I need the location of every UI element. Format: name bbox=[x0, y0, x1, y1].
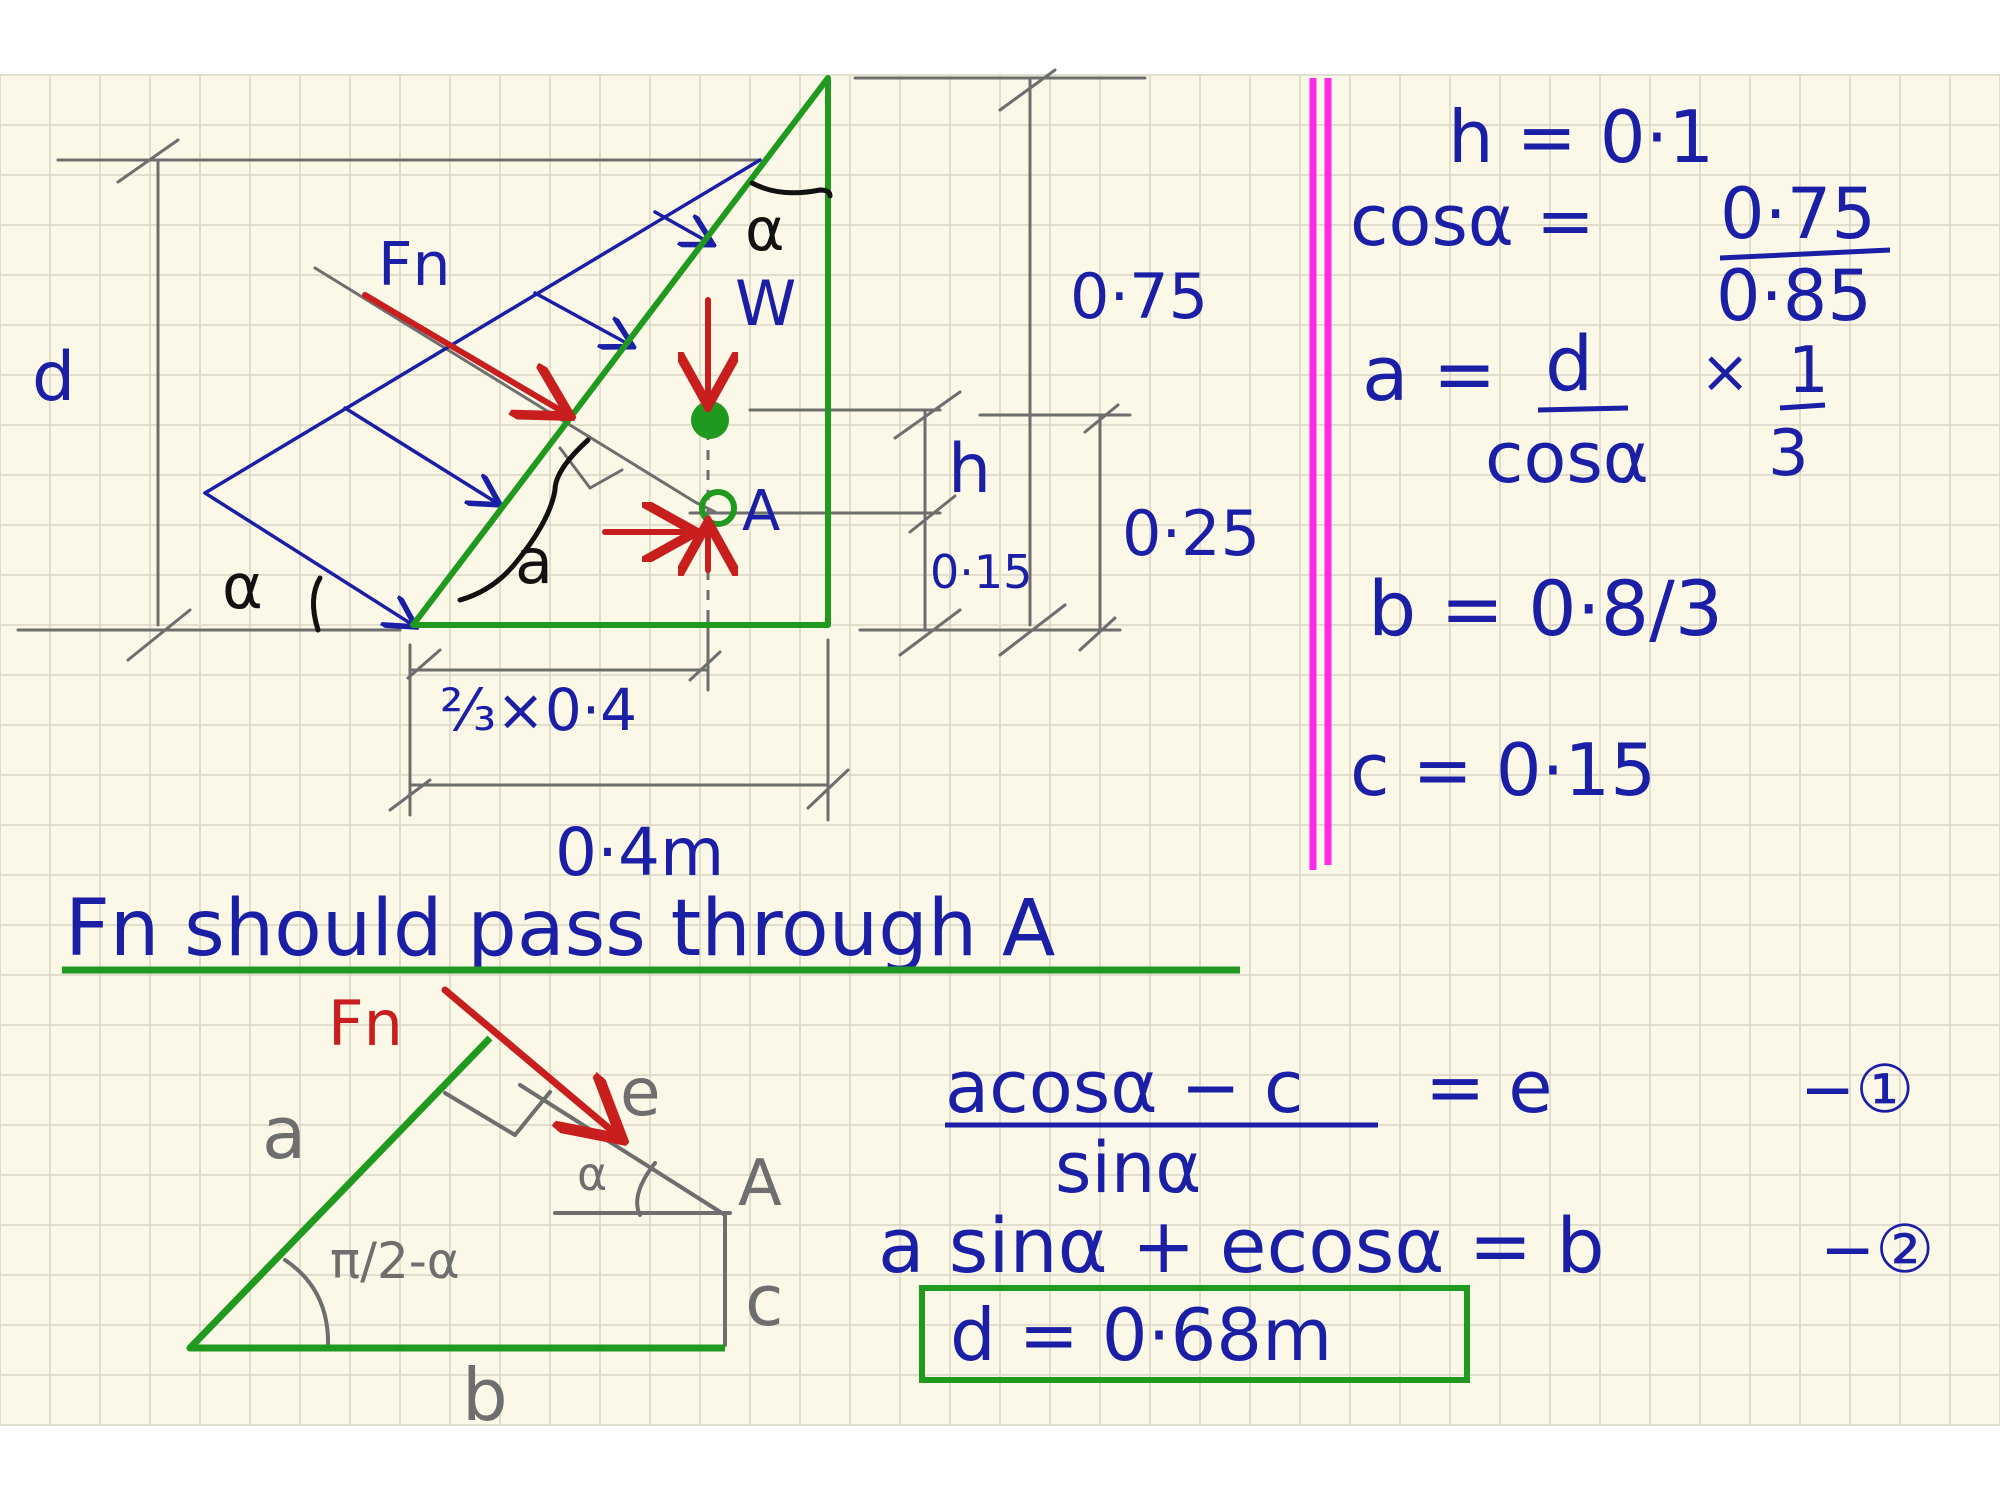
given-b: b = 0·8/3 bbox=[1368, 564, 1723, 653]
bottom-fn-label: Fn bbox=[328, 987, 403, 1060]
grid-lines bbox=[0, 74, 2000, 1426]
bottom-e-label: e bbox=[620, 1054, 661, 1131]
eq1-numerator: acosα − c bbox=[945, 1045, 1303, 1129]
pressure-distribution bbox=[203, 158, 762, 625]
given-a-third-num: 1 bbox=[1788, 334, 1829, 408]
top-alpha-label: α bbox=[745, 195, 785, 265]
bottom-b-label: b bbox=[462, 1353, 508, 1437]
dim-04m: 0·4m bbox=[555, 814, 724, 891]
bottom-alpha-label: α bbox=[577, 1147, 607, 1201]
angle-marks bbox=[311, 180, 833, 633]
answer-text: d = 0·68m bbox=[950, 1293, 1332, 1377]
given-a-times: × bbox=[1700, 337, 1750, 407]
bottom-alpha-label: α bbox=[222, 550, 263, 623]
w-label: W bbox=[735, 267, 796, 340]
eq2-tag: −② bbox=[1820, 1211, 1934, 1288]
a-fraction-bar bbox=[1537, 405, 1629, 413]
top-point-a-label: A bbox=[742, 479, 780, 544]
cos-fraction-bar bbox=[1719, 247, 1891, 261]
given-cos-num: 0·75 bbox=[1720, 173, 1876, 255]
given-cos-den: 0·85 bbox=[1716, 255, 1872, 337]
dim-025: 0·25 bbox=[1122, 497, 1260, 570]
top-fn-label: Fn bbox=[378, 230, 451, 300]
statement-text: Fn should pass through A bbox=[65, 884, 1055, 974]
h-label: h bbox=[948, 430, 991, 509]
bottom-c-label: c bbox=[745, 1260, 784, 1342]
d-label: d bbox=[32, 338, 75, 417]
centroid-point bbox=[691, 401, 729, 439]
third-fraction-bar bbox=[1779, 402, 1826, 411]
bottom-gray-lines bbox=[283, 1083, 732, 1350]
given-h: h = 0·1 bbox=[1448, 95, 1714, 179]
dim-015: 0·15 bbox=[930, 545, 1032, 599]
bottom-a-label: a bbox=[262, 1091, 306, 1175]
dam-triangle bbox=[410, 75, 831, 628]
given-a-den: cosα bbox=[1485, 417, 1649, 499]
bottom-force-arrow bbox=[441, 986, 617, 1135]
answer-box bbox=[919, 1285, 1470, 1383]
dim-075: 0·75 bbox=[1070, 260, 1208, 333]
bottom-triangle bbox=[186, 1035, 725, 1352]
eq2: a sinα + ecosα = b bbox=[878, 1201, 1605, 1290]
eq1-tag: −① bbox=[1800, 1051, 1914, 1128]
given-a-third-den: 3 bbox=[1768, 417, 1809, 491]
given-cos-lhs: cosα = bbox=[1350, 180, 1595, 262]
force-arrows bbox=[362, 292, 708, 570]
a-length-label: a bbox=[515, 525, 553, 598]
given-a-lhs: a = bbox=[1362, 329, 1496, 418]
given-c: c = 0·15 bbox=[1350, 728, 1656, 812]
given-a-num: d bbox=[1545, 319, 1593, 408]
bottom-angle-label: π/2-α bbox=[330, 1232, 460, 1290]
dim-two-thirds: ⅔×0·4 bbox=[440, 676, 637, 744]
page-divider bbox=[1309, 78, 1332, 870]
eq1-rhs: = e bbox=[1425, 1045, 1553, 1129]
bottom-point-a-label: A bbox=[738, 1147, 782, 1221]
eq1-denominator: sinα bbox=[1055, 1127, 1201, 1209]
